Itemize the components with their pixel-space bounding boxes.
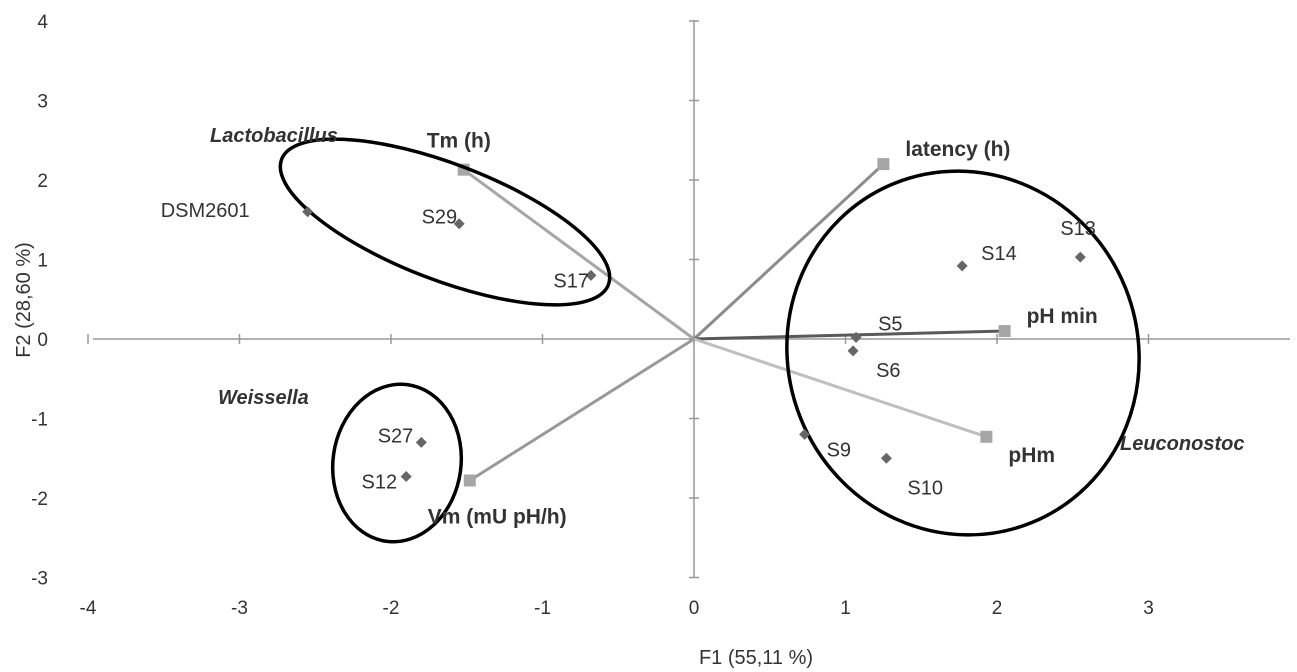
variable-label: latency (h) — [905, 138, 1010, 161]
observation-point — [799, 428, 811, 440]
observation-label: S17 — [553, 270, 589, 292]
observation-label: S5 — [878, 313, 902, 335]
observation-point — [1074, 251, 1086, 263]
y-tick-label: -1 — [31, 410, 48, 431]
variable-marker — [980, 430, 993, 443]
x-tick-label: -2 — [383, 598, 400, 619]
observation-label: S6 — [876, 360, 900, 382]
observation-label: S10 — [907, 477, 943, 499]
observation-point — [850, 331, 862, 343]
observation-label: S13 — [1060, 218, 1096, 240]
observation-point — [415, 436, 427, 448]
y-tick-label: -3 — [31, 569, 48, 590]
observation-label: S14 — [981, 243, 1017, 265]
x-tick-label: -3 — [231, 598, 248, 619]
x-tick-label: 3 — [1143, 598, 1154, 619]
y-tick-label: 1 — [37, 251, 48, 272]
observation-point — [585, 269, 597, 281]
axes: -4 -3 -2 -1 0 1 2 3 -3 -2 -1 0 1 2 3 4 F1 (55,11 %) F2 (2… — [13, 12, 1290, 669]
observation-point — [400, 471, 412, 483]
group-label: Leuconostoc — [1120, 433, 1244, 455]
observation-point — [956, 260, 968, 272]
y-axis-title: F2 (28,60 %) — [13, 242, 35, 358]
variable-label: Vm (mU pH/h) — [428, 506, 567, 529]
group-ellipse — [330, 382, 464, 544]
observation-point — [453, 218, 465, 230]
observation-label: S12 — [362, 472, 398, 494]
variable-marker — [463, 474, 476, 487]
observation-points — [302, 206, 1086, 483]
variable-vectors — [457, 158, 1011, 487]
group-ellipses — [278, 137, 1141, 544]
x-tick-label: 2 — [992, 598, 1003, 619]
group-ellipse — [785, 169, 1141, 537]
observation-point — [302, 206, 314, 218]
variable-label: Tm (h) — [427, 130, 491, 153]
variable-vector — [692, 162, 885, 341]
variable-label: pHm — [1008, 444, 1055, 467]
x-tick-label: 0 — [689, 598, 700, 619]
variable-vector — [462, 168, 695, 341]
y-tick-label: 2 — [37, 171, 48, 192]
x-tick-label: -1 — [534, 598, 551, 619]
observation-label: DSM2601 — [161, 200, 250, 222]
group-label: Lactobacillus — [210, 125, 338, 147]
labels: DSM2601 S29 S17 S27 S12 S14 S13 S5 S6 S9 S10 Tm (h)… — [161, 125, 1245, 529]
variable-label: pH min — [1027, 305, 1098, 328]
observation-label: S29 — [422, 207, 458, 229]
x-tick-label: 1 — [840, 598, 851, 619]
group-ellipse — [278, 137, 612, 307]
variable-vector — [468, 337, 695, 482]
y-tick-label: 0 — [37, 330, 48, 351]
observation-point — [880, 452, 892, 464]
observation-point — [847, 345, 859, 357]
x-tick-label: -4 — [80, 598, 97, 619]
y-tick-label: -2 — [31, 489, 48, 510]
variable-marker — [877, 158, 890, 171]
x-axis-title: F1 (55,11 %) — [699, 647, 813, 669]
y-tick-label: 3 — [37, 92, 48, 113]
variable-vector — [693, 337, 987, 439]
variable-vector — [693, 329, 1005, 341]
observation-label: S27 — [378, 425, 414, 447]
observation-label: S9 — [827, 439, 851, 461]
y-tick-label: 4 — [37, 12, 48, 33]
group-label: Weissella — [218, 387, 309, 409]
variable-marker — [998, 325, 1011, 338]
